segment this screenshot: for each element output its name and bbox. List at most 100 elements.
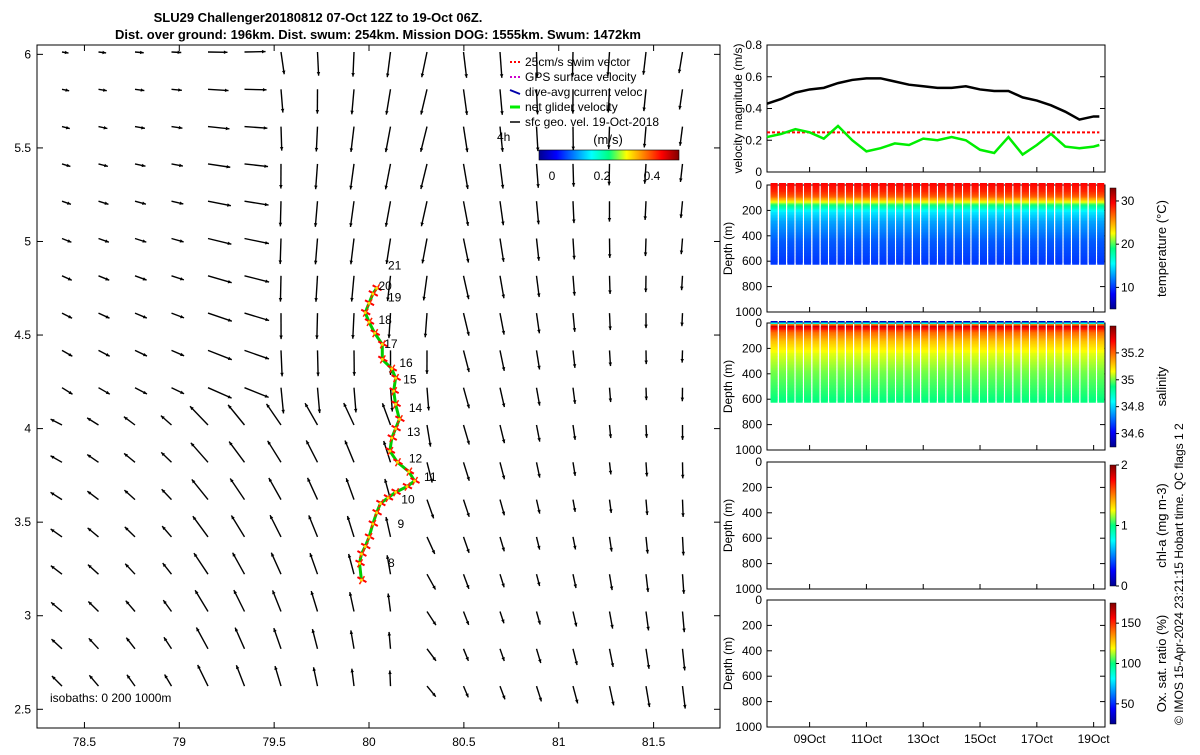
gps-velocity-mark [364, 311, 367, 314]
day-label: 21 [388, 259, 402, 273]
profile-sample [821, 399, 828, 403]
colorbar-tick-label: 0 [549, 169, 556, 183]
profile-sample [1022, 261, 1029, 265]
profile-sample [1080, 261, 1087, 265]
profile-sample [863, 399, 870, 403]
velocity-arrow [317, 313, 318, 339]
profile-sample [879, 399, 886, 403]
profile-sample [846, 261, 853, 265]
gps-velocity-mark [375, 511, 378, 514]
profile-sample [1072, 261, 1079, 265]
ytick-label: 200 [742, 203, 762, 217]
colorbar-tick-label: 0.2 [594, 169, 611, 183]
map-ytick-label: 4.5 [14, 328, 31, 342]
map-xtick-label: 81.5 [642, 735, 666, 749]
profile-sample [997, 399, 1004, 403]
profile-sample [854, 399, 861, 403]
profile-sample [863, 261, 870, 265]
legend-gps: GPS surface velocity [525, 70, 636, 84]
profile-sample [955, 399, 962, 403]
colorbar-tick-label: 30 [1121, 194, 1135, 208]
profile-sample [812, 261, 819, 265]
day-label: 12 [409, 451, 423, 465]
ytick-label: 0 [755, 178, 762, 192]
profile-sample [946, 261, 953, 265]
gps-velocity-mark [392, 390, 395, 393]
map-ytick-label: 2.5 [14, 702, 31, 716]
profile-sample [821, 261, 828, 265]
profile-sample [921, 261, 928, 265]
profile-sample [812, 399, 819, 403]
profile-sample [1080, 399, 1087, 403]
profile-sample [1072, 399, 1079, 403]
profile-sample [846, 399, 853, 403]
velocity-arrow [280, 276, 281, 302]
ytick-label: 0.2 [745, 133, 762, 147]
gps-velocity-mark [368, 536, 371, 539]
profile-sample [854, 261, 861, 265]
profile-sample [1022, 399, 1029, 403]
profile-sample [771, 399, 778, 403]
velocity-arrow [280, 201, 281, 226]
ytick-label: 400 [742, 229, 762, 243]
velocity-arrow [280, 239, 281, 265]
gps-velocity-mark [368, 320, 371, 323]
profile-sample [796, 399, 803, 403]
profile-sample [829, 399, 836, 403]
ytick-label: 400 [742, 367, 762, 381]
profile-sample [779, 261, 786, 265]
profile-sample [879, 261, 886, 265]
profile-sample [1064, 261, 1071, 265]
gps-velocity-mark [398, 418, 401, 421]
profile-sample [913, 399, 920, 403]
map-xtick-label: 79 [173, 735, 187, 749]
profile-sample [972, 261, 979, 265]
map-title-line1: SLU29 Challenger20180812 07-Oct 12Z to 1… [154, 10, 483, 25]
profile-sample [938, 261, 945, 265]
profile-sample [771, 261, 778, 265]
colorbar-tick-label: 10 [1121, 280, 1135, 294]
profile-sample [838, 399, 845, 403]
gps-velocity-mark [394, 427, 397, 430]
depth-colorbar [1110, 188, 1116, 309]
map-ytick-label: 3.5 [14, 515, 31, 529]
map-ytick-label: 5.5 [14, 141, 31, 155]
profile-sample [963, 399, 970, 403]
profile-sample [905, 399, 912, 403]
gps-velocity-mark [371, 523, 374, 526]
day-label: 10 [401, 492, 415, 506]
legend-dive: dive-avg current veloc [525, 85, 642, 99]
ytick-label: 800 [742, 280, 762, 294]
ytick-label: 800 [742, 418, 762, 432]
colorbar-tick-label: 20 [1121, 237, 1135, 251]
legend-sfc: sfc geo. vel. 19-Oct-2018 [525, 115, 659, 129]
profile-sample [1005, 399, 1012, 403]
map-xtick-label: 80.5 [452, 735, 476, 749]
profile-sample [955, 261, 962, 265]
map-ytick-label: 4 [24, 422, 31, 436]
profile-sample [980, 399, 987, 403]
profile-sample [963, 261, 970, 265]
gps-velocity-mark [368, 302, 371, 305]
gps-velocity-mark [413, 479, 416, 482]
profile-sample [930, 261, 937, 265]
profile-sample [896, 399, 903, 403]
gps-velocity-mark [390, 436, 393, 439]
profile-sample [779, 399, 786, 403]
gps-velocity-mark [394, 377, 397, 380]
profile-sample [1097, 261, 1104, 265]
colorbar-label: temperature (°C) [1154, 200, 1169, 297]
map-xtick-label: 78.5 [73, 735, 97, 749]
panel-frame [767, 45, 1105, 172]
gps-velocity-mark [394, 403, 397, 406]
gps-velocity-mark [373, 332, 376, 335]
gps-velocity-mark [360, 552, 363, 555]
profile-sample [1055, 399, 1062, 403]
ylabel: Depth (m) [721, 222, 735, 275]
map-xtick-label: 80 [362, 735, 376, 749]
profile-sample [1013, 261, 1020, 265]
map-frame [37, 45, 720, 728]
